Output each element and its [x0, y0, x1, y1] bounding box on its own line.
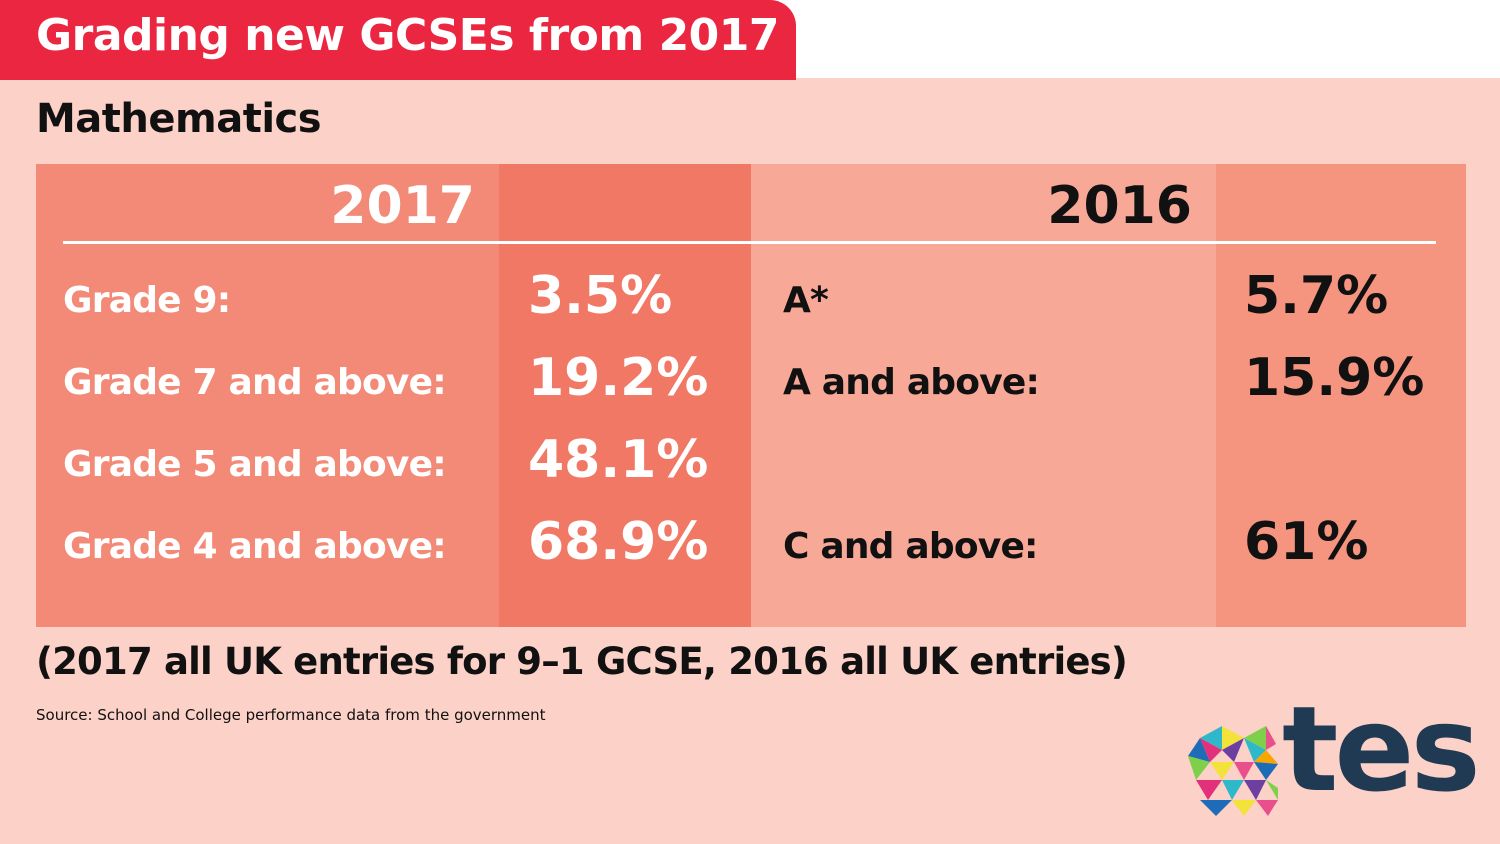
row-2016-astar-value: 5.7% [1244, 266, 1389, 326]
subject-heading: Mathematics [36, 96, 322, 142]
row-2017-grade4-value: 68.9% [528, 512, 709, 572]
row-2016-c-label: C and above: [783, 526, 1038, 567]
title-bar: Grading new GCSEs from 2017 [0, 0, 796, 80]
row-2017-grade5-value: 48.1% [528, 430, 709, 490]
row-2016-c-value: 61% [1244, 512, 1369, 572]
row-2016-a-value: 15.9% [1244, 348, 1425, 408]
row-2017-grade9-value: 3.5% [528, 266, 673, 326]
header-divider [63, 241, 1436, 244]
row-2017-grade7-value: 19.2% [528, 348, 709, 408]
row-2016-astar-label: A* [783, 280, 829, 321]
source-credit: Source: School and College performance d… [36, 706, 546, 724]
row-2017-grade9-label: Grade 9: [63, 280, 231, 321]
row-2016-a-label: A and above: [783, 362, 1040, 403]
tes-logo-mark-icon [1188, 726, 1278, 816]
row-2017-grade4-label: Grade 4 and above: [63, 526, 447, 567]
entries-note: (2017 all UK entries for 9–1 GCSE, 2016 … [36, 640, 1128, 683]
page-title: Grading new GCSEs from 2017 [36, 10, 780, 61]
column-header-2017: 2017 [330, 176, 475, 236]
tes-logo-wordmark: tes [1282, 680, 1481, 818]
column-header-2016: 2016 [1047, 176, 1192, 236]
row-2017-grade5-label: Grade 5 and above: [63, 444, 447, 485]
row-2017-grade7-label: Grade 7 and above: [63, 362, 447, 403]
